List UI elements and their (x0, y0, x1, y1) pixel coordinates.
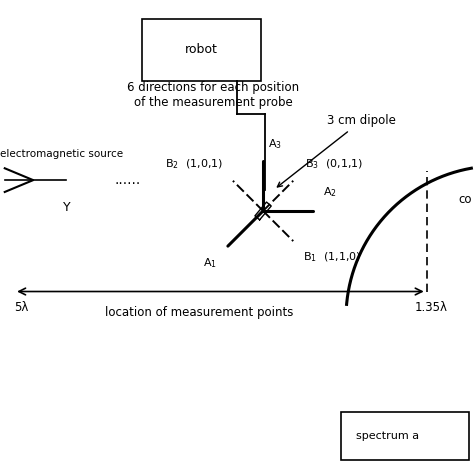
Bar (341, 412, 469, 460)
Text: co: co (458, 192, 472, 206)
Text: A$_1$: A$_1$ (203, 256, 217, 270)
Text: robot: robot (185, 43, 218, 56)
Text: B$_1$  (1,1,0): B$_1$ (1,1,0) (303, 251, 361, 264)
Text: 5λ: 5λ (14, 301, 28, 314)
Text: B$_2$  (1,0,1): B$_2$ (1,0,1) (165, 157, 223, 171)
Text: 6 directions for each position
of the measurement probe: 6 directions for each position of the me… (127, 81, 300, 109)
Text: 1.35λ: 1.35λ (415, 301, 448, 314)
Text: location of measurement points: location of measurement points (105, 306, 293, 319)
Text: 3 cm dipole: 3 cm dipole (277, 114, 396, 187)
Text: A$_2$: A$_2$ (323, 185, 337, 199)
Text: ......: ...... (115, 173, 141, 187)
Text: Y: Y (63, 201, 70, 214)
Text: spectrum a: spectrum a (356, 431, 419, 441)
Text: B$_3$  (0,1,1): B$_3$ (0,1,1) (305, 157, 364, 171)
Text: electromagnetic source: electromagnetic source (0, 149, 123, 159)
Text: A$_3$: A$_3$ (268, 137, 282, 151)
Bar (142, 19, 261, 81)
